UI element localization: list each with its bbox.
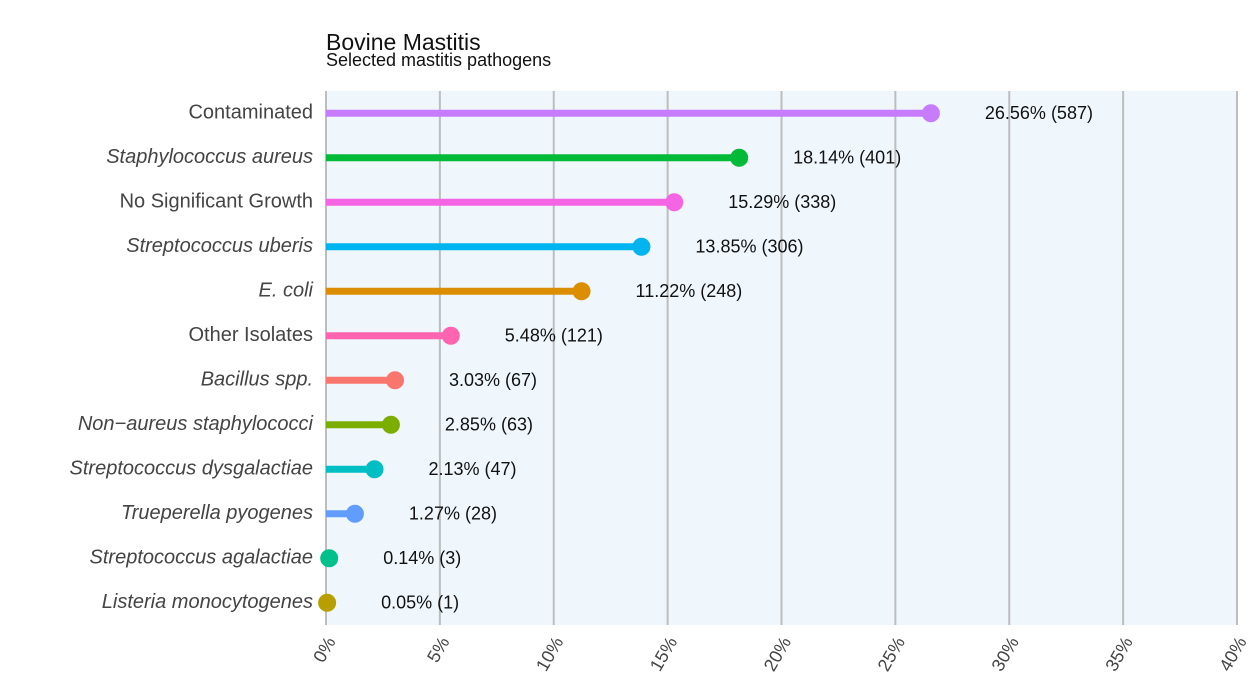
- value-label: 18.14% (401): [793, 148, 901, 168]
- y-tick-label: Non−aureus staphylococci: [78, 413, 314, 435]
- y-tick-label: Other Isolates: [188, 324, 313, 346]
- x-tick-label: 0%: [309, 633, 339, 666]
- value-label: 2.85% (63): [445, 415, 533, 435]
- x-tick-label: 20%: [760, 633, 795, 674]
- y-tick-label: Streptococcus agalactiae: [90, 547, 313, 569]
- x-tick-label: 40%: [1215, 633, 1250, 674]
- value-label: 3.03% (67): [449, 370, 537, 390]
- y-tick-label: Streptococcus dysgalactiae: [70, 458, 313, 480]
- value-label: 0.05% (1): [381, 593, 459, 613]
- x-tick-label: 25%: [874, 633, 909, 674]
- chart-subtitle: Selected mastitis pathogens: [326, 50, 551, 70]
- x-tick-label: 30%: [987, 633, 1022, 674]
- lollipop-dot: [386, 371, 405, 390]
- value-label: 2.13% (47): [429, 459, 517, 479]
- value-label: 15.29% (338): [728, 192, 836, 212]
- chart-title: Bovine Mastitis: [326, 29, 481, 55]
- lollipop-dot: [381, 415, 400, 434]
- lollipop-dot: [345, 504, 364, 523]
- x-tick-label: 15%: [646, 633, 681, 674]
- lollipop-dot: [730, 148, 749, 167]
- lollipop-dot: [572, 282, 591, 301]
- y-tick-label: No Significant Growth: [120, 191, 313, 213]
- y-tick-label: Streptococcus uberis: [126, 235, 313, 257]
- lollipop-dot: [665, 193, 684, 212]
- value-label: 11.22% (248): [636, 281, 743, 301]
- y-tick-label: Staphylococcus aureus: [106, 146, 313, 168]
- lollipop-dot: [318, 593, 337, 612]
- x-tick-label: 10%: [532, 633, 567, 674]
- value-label: 1.27% (28): [409, 504, 497, 524]
- value-label: 13.85% (306): [695, 237, 803, 257]
- x-tick-label: 5%: [423, 633, 453, 666]
- lollipop-dot: [632, 237, 651, 256]
- value-label: 26.56% (587): [985, 103, 1093, 123]
- y-tick-label: Listeria monocytogenes: [102, 591, 313, 613]
- y-tick-label: Bacillus spp.: [201, 369, 313, 391]
- y-tick-label: E. coli: [259, 280, 314, 302]
- lollipop-dot: [320, 549, 339, 568]
- value-label: 0.14% (3): [383, 548, 461, 568]
- y-tick-label: Contaminated: [188, 102, 313, 124]
- lollipop-dot: [365, 460, 384, 479]
- lollipop-dot: [921, 104, 940, 123]
- value-label: 5.48% (121): [505, 326, 603, 346]
- x-tick-label: 35%: [1101, 633, 1136, 674]
- y-tick-label: Trueperella pyogenes: [121, 502, 313, 524]
- lollipop-dot: [441, 326, 460, 345]
